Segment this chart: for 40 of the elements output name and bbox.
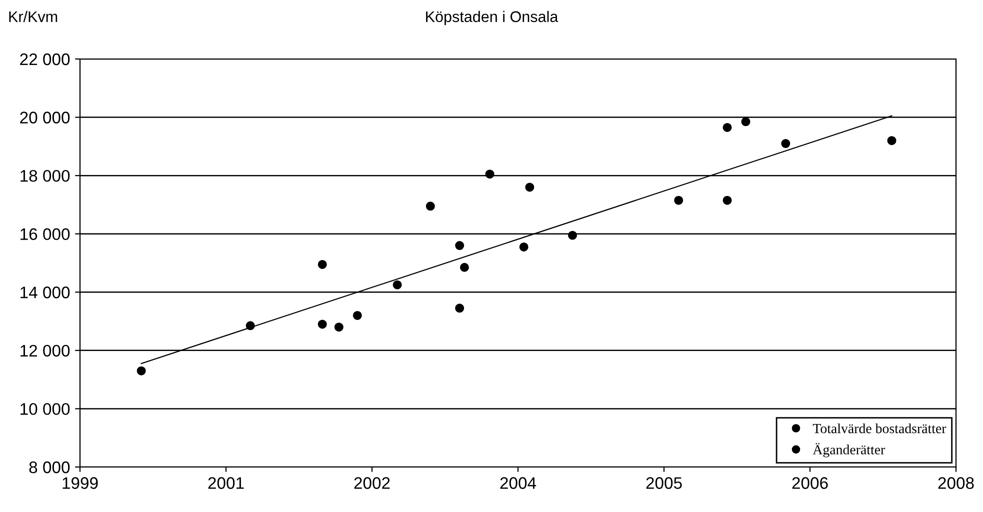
y-tick-label: 22 000 (20, 53, 70, 66)
point (722, 122, 732, 132)
point (741, 117, 750, 126)
point (781, 139, 790, 148)
point (568, 230, 578, 240)
x-tick-label: 2001 (208, 477, 244, 489)
point (674, 196, 684, 205)
y-axis-title: Kr/Kvm (9, 10, 58, 22)
x-tick-label: 1999 (62, 477, 98, 489)
point (887, 136, 896, 146)
point (246, 321, 255, 330)
y-tick-label: 10 000 (20, 403, 70, 415)
point (525, 182, 534, 192)
x-tick-label: 2004 (500, 477, 536, 489)
point (136, 366, 146, 376)
chart-title: Köpstaden i Onsala (426, 10, 558, 26)
point (722, 196, 732, 205)
legend-label: Totalvärde bostadsrätter (812, 423, 946, 434)
point (455, 304, 464, 313)
point (318, 260, 327, 269)
x-tick-label: 2006 (792, 477, 828, 489)
y-tick-label: 8 000 (29, 461, 70, 474)
y-tick-label: 18 000 (20, 170, 70, 182)
point (455, 241, 464, 250)
x-tick-label: 2008 (938, 477, 974, 489)
point (426, 202, 435, 211)
point (519, 242, 528, 252)
point (392, 280, 402, 290)
point (460, 262, 469, 272)
x-tick-label: 2002 (354, 477, 390, 489)
y-tick-label: 20 000 (20, 112, 70, 124)
legend-label: Äganderätter (812, 443, 886, 458)
y-tick-label: 16 000 (20, 228, 70, 240)
x-tick-label: 2005 (646, 477, 682, 489)
point (485, 170, 494, 179)
y-tick-label: 12 000 (20, 344, 70, 357)
point (352, 310, 362, 320)
y-tick-label: 14 000 (20, 286, 70, 298)
point (334, 322, 344, 332)
point (318, 320, 327, 329)
